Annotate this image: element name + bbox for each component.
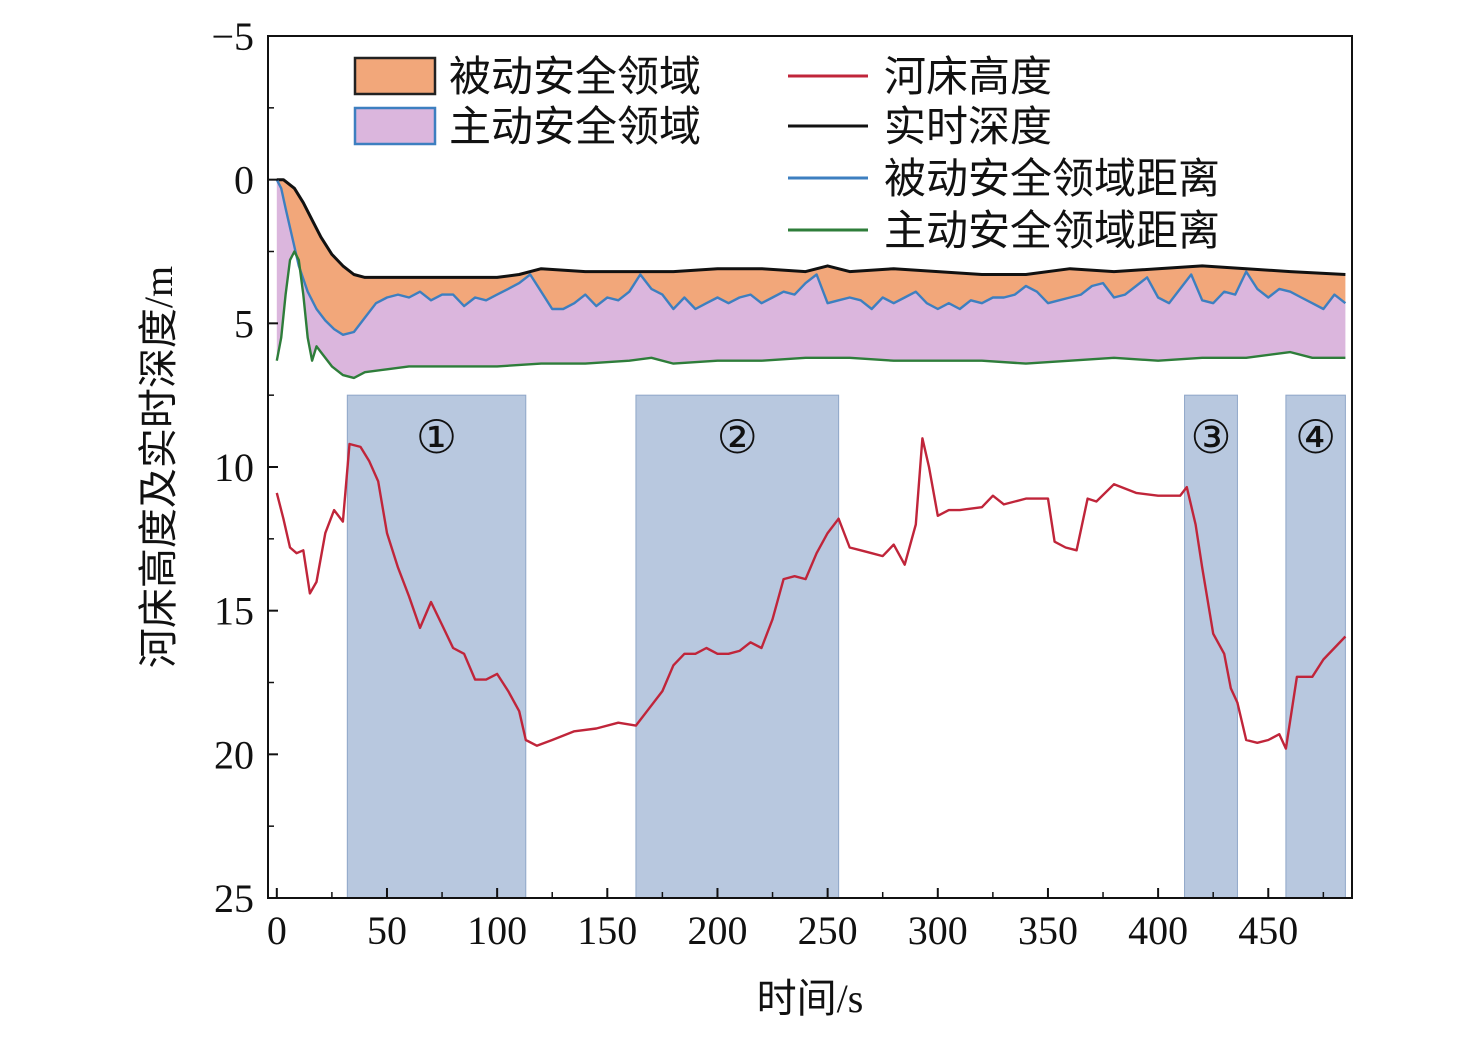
legend-swatch: [353, 106, 437, 146]
highlight-region: [635, 394, 840, 899]
x-axis-title: 时间/s: [757, 976, 864, 1021]
y-tick-label: 10: [214, 445, 254, 490]
series-line-3: [275, 250, 1346, 380]
legend-label: 主动安全领域距离: [884, 208, 1220, 255]
series-line-0: [275, 437, 1347, 750]
x-tick-label: 0: [267, 908, 287, 953]
legend-label: 河床高度: [884, 55, 1052, 101]
x-tick-label: 350: [1018, 908, 1078, 953]
legend-label: 主动安全领域: [449, 104, 701, 151]
x-tick-label: 150: [577, 908, 637, 953]
x-tick-label: 250: [798, 908, 858, 953]
y-tick-label: 5: [234, 301, 254, 346]
x-axis: 0 50 100 150 200 250 300 350 400 450: [267, 888, 1325, 953]
highlight-region: [1184, 394, 1238, 899]
x-tick-label: 200: [687, 908, 747, 953]
x-tick-label: 100: [467, 908, 527, 953]
region-label: ②: [717, 412, 758, 463]
y-axis-title: 河床高度及实时深度/m: [136, 266, 181, 668]
legend-label: 实时深度: [884, 104, 1052, 151]
x-tick-label: 400: [1128, 908, 1188, 953]
region-label: ③: [1190, 412, 1231, 463]
legend-label: 被动安全领域距离: [884, 156, 1220, 203]
region-label: ④: [1295, 412, 1336, 463]
x-tick-label: 50: [367, 908, 407, 953]
y-tick-label: −5: [211, 14, 254, 59]
y-tick-label: 0: [234, 158, 254, 203]
region-labels: ① ② ③ ④: [416, 412, 1336, 463]
y-tick-label: 25: [214, 876, 254, 921]
series-line-2: [275, 179, 1347, 336]
x-tick-label: 300: [908, 908, 968, 953]
legend-label: 被动安全领域: [449, 54, 701, 101]
y-tick-label: 20: [214, 732, 254, 777]
region-label: ①: [416, 412, 457, 463]
legend-swatch: [353, 56, 437, 96]
series-line-1: [276, 178, 1346, 279]
highlight-regions: [346, 394, 1346, 899]
series-lines: [275, 178, 1347, 750]
y-tick-label: 15: [214, 589, 254, 634]
x-tick-label: 450: [1238, 908, 1298, 953]
y-axis: −5 0 5 10 15 20 25: [211, 14, 278, 921]
